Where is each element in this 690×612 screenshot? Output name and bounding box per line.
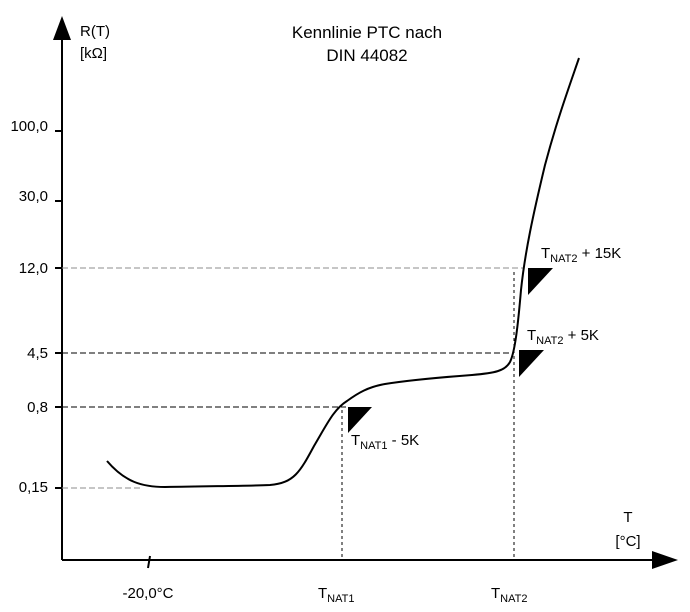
marker-tnat2-plus5: [519, 350, 544, 377]
x-tick-label-minus20: -20,0°C: [122, 585, 173, 602]
marker-tnat2-plus15: [528, 268, 553, 295]
annotation-tnat1-main: T: [351, 432, 360, 449]
x-tick-tnat1-main: T: [318, 585, 327, 602]
annotation-tnat1-suffix: - 5K: [387, 432, 419, 449]
y-tick-label-12: 12,0: [19, 260, 48, 277]
annotation-tnat2-plus5: TNAT2 + 5K: [527, 327, 599, 347]
x-tick-tnat2-main: T: [491, 585, 500, 602]
x-axis-arrow: [652, 551, 678, 569]
annotation-tnat2-plus15-main: T: [541, 245, 550, 262]
diagram-title-line2: DIN 44082: [326, 46, 407, 65]
y-tick-label-0-15: 0,15: [19, 479, 48, 496]
x-tick-tnat2-sub: NAT2: [500, 593, 527, 605]
annotation-tnat2-plus15-sub: NAT2: [550, 253, 577, 265]
y-tick-label-100: 100,0: [10, 118, 48, 135]
x-axis-label: T: [623, 509, 632, 526]
diagram-title-line1: Kennlinie PTC nach: [292, 23, 442, 42]
annotation-tnat1-sub: NAT1: [360, 440, 387, 452]
y-tick-label-4-5: 4,5: [27, 345, 48, 362]
annotation-tnat2-plus5-suffix: + 5K: [563, 327, 598, 344]
x-tick-label-tnat2: TNAT2: [491, 585, 527, 605]
x-tick-minus20: [147, 555, 151, 569]
x-tick-label-tnat1: TNAT1: [318, 585, 354, 605]
x-tick-tnat1-sub: NAT1: [327, 593, 354, 605]
marker-tnat1-minus5: [348, 407, 372, 433]
x-axis-unit: [°C]: [615, 533, 640, 550]
annotation-tnat2-plus5-main: T: [527, 327, 536, 344]
ptc-resistance-curve: [106, 57, 580, 489]
y-axis-arrow: [53, 16, 71, 40]
y-axis-label: R(T): [80, 23, 110, 40]
annotation-tnat2-plus15-suffix: + 15K: [577, 245, 621, 262]
y-axis-unit: [kΩ]: [80, 45, 107, 62]
annotation-tnat2-plus5-sub: NAT2: [536, 335, 563, 347]
annotation-tnat2-plus15: TNAT2 + 15K: [541, 245, 621, 265]
annotation-tnat1-minus5: TNAT1 - 5K: [351, 432, 419, 452]
y-tick-label-30: 30,0: [19, 188, 48, 205]
y-tick-label-0-8: 0,8: [27, 399, 48, 416]
